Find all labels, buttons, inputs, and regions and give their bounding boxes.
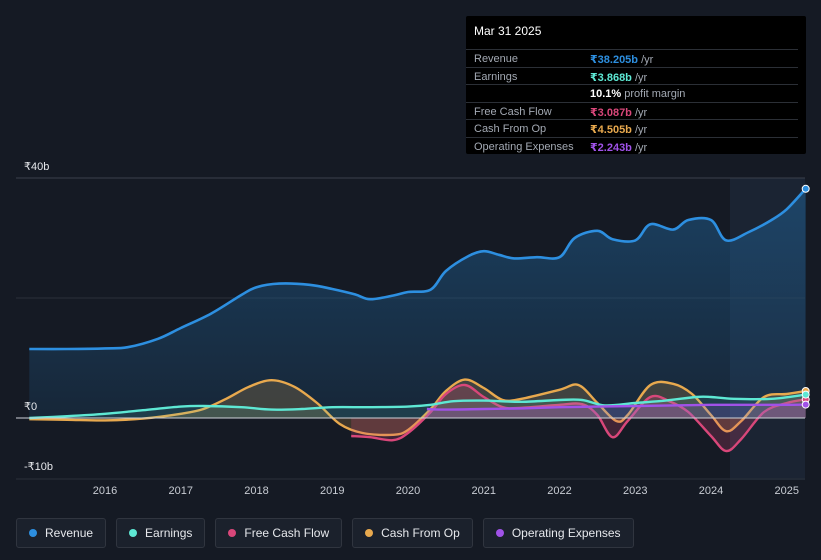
tooltip-value-unit: /yr — [638, 54, 654, 66]
legend-item-cash-from-op[interactable]: Cash From Op — [352, 518, 473, 548]
operating-expenses-endpoint — [801, 400, 810, 409]
tooltip-value-unit: /yr — [631, 141, 648, 154]
operating-expenses-line — [426, 403, 806, 411]
tooltip-value-unit: /yr — [631, 106, 648, 119]
legend-dot-icon — [29, 529, 37, 537]
y-tick-label-bottom: -₹10b — [24, 461, 54, 473]
earnings-line — [29, 393, 806, 420]
cash-from-op-area — [29, 379, 806, 435]
x-tick-label: 2019 — [320, 485, 345, 497]
legend: Revenue Earnings Free Cash Flow Cash From O… — [16, 518, 634, 548]
legend-item-free-cash-flow[interactable]: Free Cash Flow — [215, 518, 343, 548]
legend-label: Revenue — [45, 526, 94, 540]
x-tick-label: 2016 — [92, 485, 118, 497]
tooltip-row-value: ₹38.205b /yr — [590, 53, 653, 66]
tooltip-row-label: Revenue — [474, 53, 519, 65]
legend-label: Cash From Op — [381, 526, 460, 540]
legend-label: Operating Expenses — [511, 526, 621, 540]
free-cash-flow-line — [351, 383, 806, 453]
tooltip-value-unit: profit margin — [621, 88, 686, 100]
cash-from-op-line — [29, 378, 806, 437]
revenue-line — [29, 187, 807, 351]
tooltip-row: Earnings ₹3.868b /yr — [466, 66, 798, 85]
x-tick-label: 2021 — [471, 485, 496, 497]
tooltip-row-label: Earnings — [474, 70, 518, 83]
tooltip-value-number: ₹3.087b — [590, 106, 632, 119]
legend-dot-icon — [365, 529, 374, 537]
tooltip-row-label: Free Cash Flow — [474, 105, 552, 118]
tooltip-row-label: Cash From Op — [474, 123, 547, 135]
legend-dot-icon — [228, 529, 237, 537]
y-tick-label-zero: ₹0 — [24, 401, 38, 413]
tooltip-row-value: ₹4.505b /yr — [590, 123, 647, 136]
x-tick-label: 2024 — [698, 485, 724, 497]
revenue-endpoint — [801, 184, 810, 193]
legend-item-operating-expenses[interactable]: Operating Expenses — [482, 518, 634, 548]
tooltip-value-number: ₹3.868b — [590, 71, 632, 84]
tooltip-value-unit: /yr — [631, 124, 648, 136]
revenue-area — [29, 188, 806, 418]
operating-expenses-area — [426, 404, 806, 418]
tooltip-value-number: 10.1% — [590, 88, 622, 100]
tooltip-date: Mar 31 2025 — [474, 24, 542, 38]
tooltip-row: Revenue ₹38.205b /yr — [466, 49, 798, 67]
legend-dot-icon — [495, 529, 504, 537]
tooltip-row-value: ₹2.243b /yr — [590, 141, 647, 154]
tooltip-value-number: ₹4.505b — [590, 124, 632, 136]
tooltip-value-unit: /yr — [631, 71, 648, 84]
tooltip-value-number: ₹2.243b — [590, 141, 632, 154]
x-tick-label: 2025 — [774, 485, 799, 497]
legend-dot-icon — [129, 529, 138, 537]
data-tooltip: Mar 31 2025 Revenue ₹38.205b /yr Earnings ₹… — [466, 16, 806, 154]
tooltip-row-value: 10.1% profit margin — [590, 88, 685, 100]
tooltip-row-label: Operating Expenses — [474, 140, 574, 153]
legend-label: Free Cash Flow — [244, 526, 330, 540]
earnings-endpoint — [801, 390, 810, 399]
tooltip-value-number: ₹38.205b — [590, 54, 639, 66]
tooltip-row: 10.1% profit margin — [466, 84, 798, 102]
legend-item-earnings[interactable]: Earnings — [116, 518, 206, 548]
tooltip-row-value: ₹3.868b /yr — [590, 71, 647, 84]
tooltip-row: Free Cash Flow ₹3.087b /yr — [466, 101, 798, 120]
legend-item-revenue[interactable]: Revenue — [16, 518, 107, 548]
tooltip-row: Operating Expenses ₹2.243b /yr — [466, 136, 798, 155]
x-tick-label: 2020 — [395, 485, 421, 497]
tooltip-row: Cash From Op ₹4.505b /yr — [466, 119, 798, 137]
x-tick-label: 2023 — [623, 485, 648, 497]
y-tick-label-top: ₹40b — [24, 161, 50, 173]
x-tick-label: 2018 — [244, 485, 269, 497]
x-tick-label: 2022 — [547, 485, 572, 497]
x-tick-label: 2017 — [168, 485, 193, 497]
tooltip-row-value: ₹3.087b /yr — [590, 106, 647, 119]
legend-label: Earnings — [145, 526, 193, 540]
